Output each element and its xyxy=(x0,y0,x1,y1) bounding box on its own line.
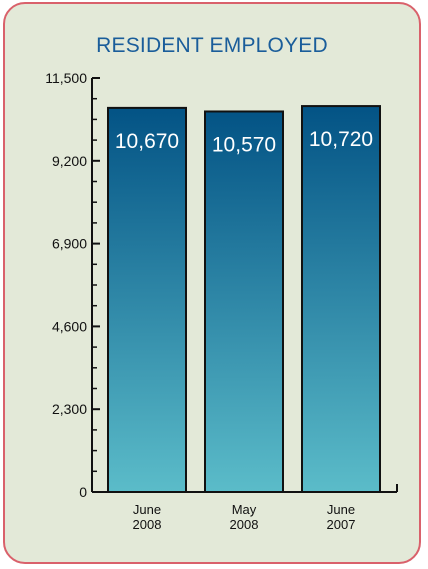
y-tick-label: 0 xyxy=(79,484,87,500)
x-category-label-line2: 2008 xyxy=(230,517,259,532)
bar xyxy=(204,110,284,493)
y-tick-label: 9,200 xyxy=(52,153,87,169)
x-category-label-line1: May xyxy=(232,502,257,517)
x-category-label-line1: June xyxy=(133,502,161,517)
bar xyxy=(107,106,187,493)
bar-value-label: 10,570 xyxy=(212,133,276,156)
chart-title: RESIDENT EMPLOYED xyxy=(96,34,328,57)
y-tick-label: 6,900 xyxy=(52,236,87,252)
labels: 02,3004,6006,9009,20011,50010,670June200… xyxy=(45,70,373,532)
y-tick-label: 2,300 xyxy=(52,401,87,417)
bar-value-label: 10,720 xyxy=(309,128,373,151)
y-tick-label: 4,600 xyxy=(52,318,87,334)
y-tick-label: 11,500 xyxy=(45,70,87,86)
bar xyxy=(301,105,381,494)
bar-value-label: 10,670 xyxy=(115,130,179,153)
bars xyxy=(107,105,381,494)
x-category-label-line2: 2008 xyxy=(133,517,162,532)
x-category-label-line2: 2007 xyxy=(327,517,356,532)
x-category-label-line1: June xyxy=(327,502,355,517)
